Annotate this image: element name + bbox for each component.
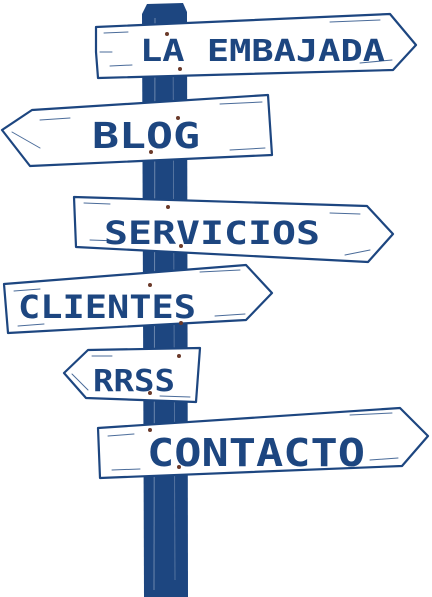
nav-sign-contacto-label[interactable]: CONTACTO [147,431,365,475]
nav-sign-la-embajada[interactable]: LA EMBAJADA [94,12,418,80]
nav-sign-la-embajada-label[interactable]: LA EMBAJADA [140,34,385,69]
nav-sign-servicios-label[interactable]: SERVICIOS [104,214,320,252]
nav-sign-blog-label[interactable]: BLOG [92,116,200,157]
nav-sign-blog[interactable]: BLOG [0,93,274,168]
nav-sign-clientes[interactable]: CLIENTES [2,263,274,335]
nav-sign-rrss[interactable]: RRSS [62,346,202,404]
nav-sign-rrss-label[interactable]: RRSS [93,364,175,399]
nav-sign-clientes-label[interactable]: CLIENTES [18,288,196,326]
nav-sign-contacto[interactable]: CONTACTO [96,406,430,480]
nav-sign-servicios[interactable]: SERVICIOS [72,195,395,264]
